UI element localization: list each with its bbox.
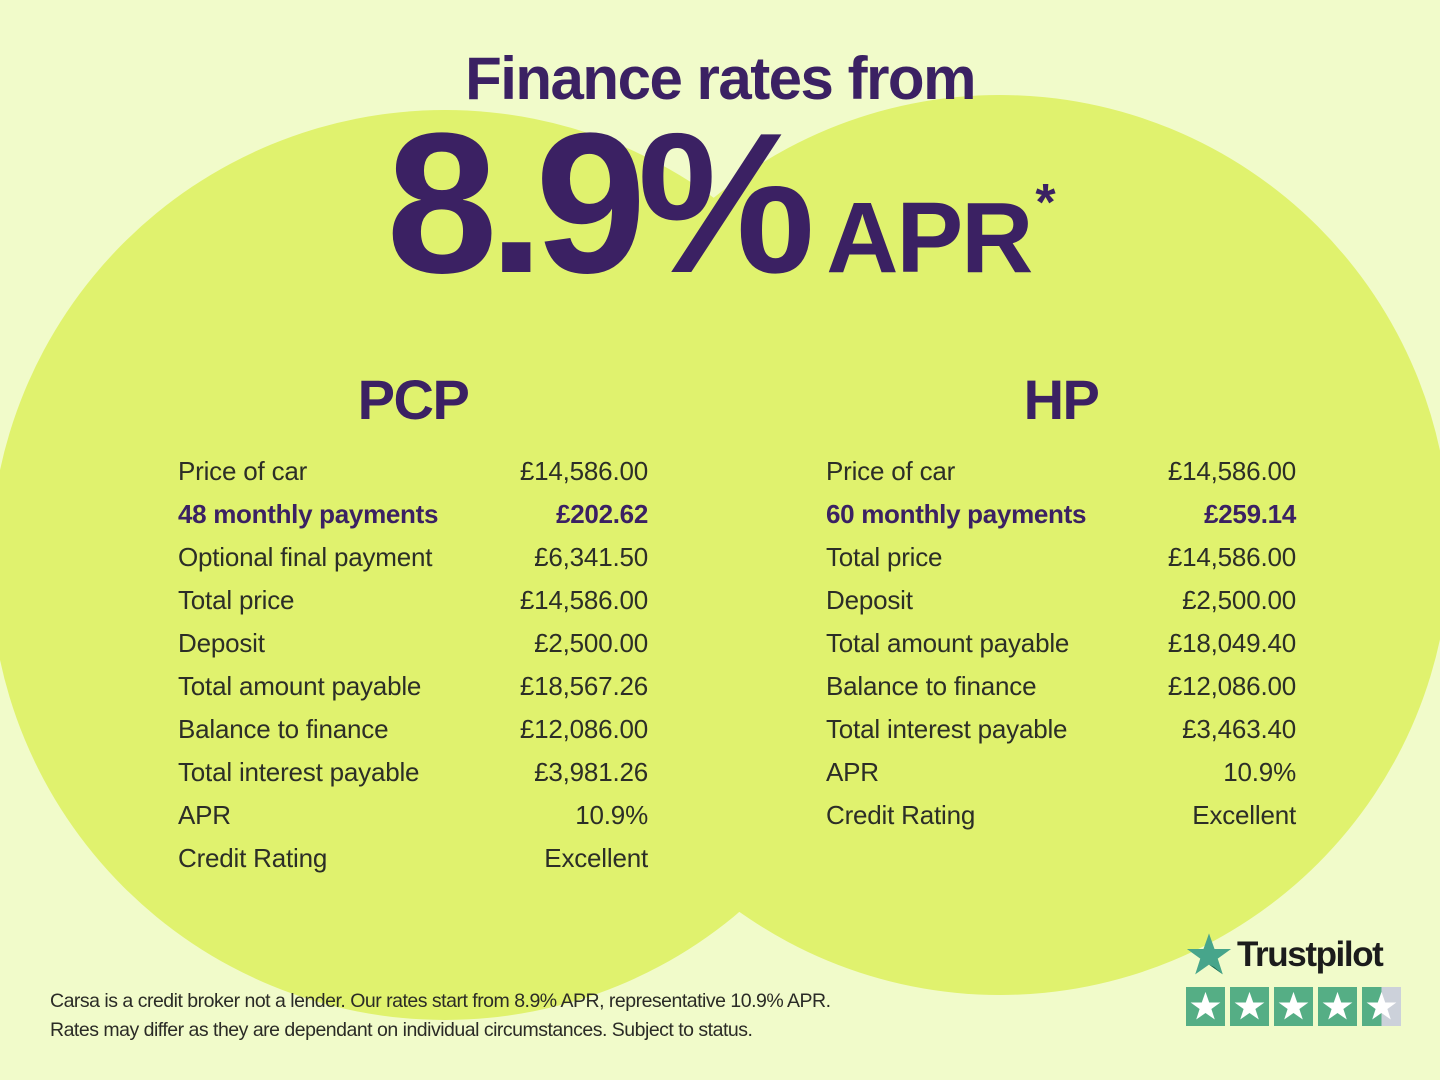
row-label: Total interest payable [826,714,1068,744]
row-value: £2,500.00 [1182,585,1296,615]
row-label: Credit Rating [178,843,328,873]
table-row: Total price £14,586.00 [826,536,1296,579]
row-label: Optional final payment [178,542,433,572]
table-row: Balance to finance £12,086.00 [826,665,1296,708]
row-label: 60 monthly payments [826,499,1087,529]
row-label: 48 monthly payments [178,499,439,529]
row-label: Total amount payable [826,628,1070,658]
row-value: £14,586.00 [1167,456,1296,486]
trustpilot-star-icon [1186,933,1232,975]
rate-unit-text: APR [826,182,1033,294]
row-label: Price of car [178,456,308,486]
row-label: APR [178,800,231,830]
hp-table: HP Price of car £14,586.00 60 monthly paym… [826,372,1296,837]
row-label: Total amount payable [178,671,422,701]
row-label: Balance to finance [826,671,1037,701]
star-icon [1234,991,1265,1020]
trustpilot-star-full [1230,987,1269,1026]
row-value: 10.9% [575,800,648,830]
row-value: £14,586.00 [1167,542,1296,572]
star-icon [1322,991,1353,1020]
row-value: £202.62 [556,499,648,529]
disclaimer: Carsa is a credit broker not a lender. O… [50,987,831,1045]
table-row: Deposit £2,500.00 [826,579,1296,622]
page-title: Finance rates from [465,45,976,112]
table-row: Total interest payable £3,463.40 [826,708,1296,751]
headline-rate: 8.9% APR* [0,104,1440,304]
table-row: Credit Rating Excellent [826,794,1296,837]
table-row: Credit Rating Excellent [178,837,648,880]
row-value: £259.14 [1204,499,1296,529]
row-label: Credit Rating [826,800,976,830]
row-value: £2,500.00 [534,628,648,658]
table-row: Optional final payment £6,341.50 [178,536,648,579]
row-label: Deposit [826,585,913,615]
background-circle-right [550,95,1440,995]
row-label: Total price [826,542,943,572]
row-value: £12,086.00 [1167,671,1296,701]
table-row: 48 monthly payments £202.62 [178,493,648,536]
trustpilot-widget: Trustpilot [1186,932,1401,1026]
row-value: £14,586.00 [519,585,648,615]
row-value: 10.9% [1223,757,1296,787]
row-label: Price of car [826,456,956,486]
table-row: Total amount payable £18,049.40 [826,622,1296,665]
table-row: Total price £14,586.00 [178,579,648,622]
row-label: Balance to finance [178,714,389,744]
row-value: £18,049.40 [1167,628,1296,658]
pcp-table: PCP Price of car £14,586.00 48 monthly pay… [178,372,648,880]
trustpilot-rating-stars [1186,987,1401,1026]
trustpilot-star-full [1274,987,1313,1026]
rate-unit: APR* [826,177,1055,288]
hp-table-title: HP [1023,368,1100,431]
row-label: Total price [178,585,295,615]
trustpilot-star-full [1318,987,1357,1026]
row-label: Total interest payable [178,757,420,787]
trustpilot-star-half [1362,987,1401,1026]
disclaimer-line-1: Carsa is a credit broker not a lender. O… [50,990,831,1012]
rate-asterisk: * [1035,174,1055,232]
disclaimer-line-2: Rates may differ as they are dependant o… [50,1019,753,1041]
row-value: Excellent [1192,800,1296,830]
table-row: Total amount payable £18,567.26 [178,665,648,708]
rate-value: 8.9% [386,92,815,315]
row-value: £3,463.40 [1182,714,1296,744]
table-row: Price of car £14,586.00 [178,450,648,493]
star-icon [1190,991,1221,1020]
table-row: Total interest payable £3,981.26 [178,751,648,794]
table-row: 60 monthly payments £259.14 [826,493,1296,536]
row-value: £3,981.26 [534,757,648,787]
table-row: APR 10.9% [178,794,648,837]
row-value: £18,567.26 [519,671,648,701]
pcp-table-title: PCP [357,368,470,431]
table-row: Deposit £2,500.00 [178,622,648,665]
hp-table-rows: Price of car £14,586.00 60 monthly payment… [826,450,1296,837]
table-row: Balance to finance £12,086.00 [178,708,648,751]
star-icon [1278,991,1309,1020]
table-row: Price of car £14,586.00 [826,450,1296,493]
table-row: APR 10.9% [826,751,1296,794]
pcp-table-rows: Price of car £14,586.00 48 monthly payment… [178,450,648,880]
row-value: £12,086.00 [519,714,648,744]
row-label: Deposit [178,628,265,658]
row-value: £6,341.50 [534,542,648,572]
trustpilot-wordmark: Trustpilot [1237,935,1384,974]
trustpilot-logo: Trustpilot [1186,932,1401,978]
trustpilot-star-full [1186,987,1225,1026]
star-icon [1366,991,1397,1020]
row-value: Excellent [544,843,648,873]
row-value: £14,586.00 [519,456,648,486]
row-label: APR [826,757,879,787]
